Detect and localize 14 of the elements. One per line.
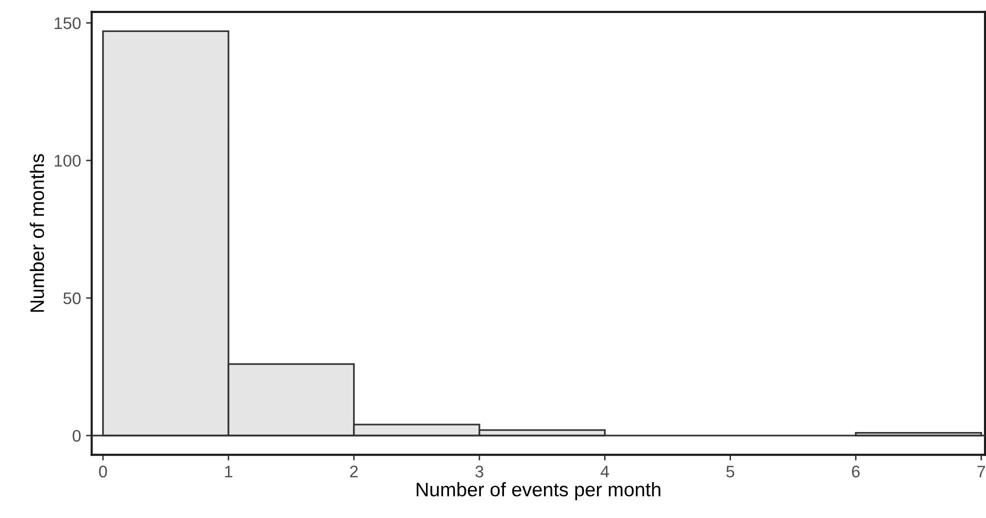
x-tick-label: 5: [726, 466, 734, 478]
y-tick-label: 150: [54, 17, 81, 30]
y-tick-label: 50: [63, 292, 81, 304]
x-tick-label: 3: [475, 466, 484, 478]
x-tick-label: 4: [600, 466, 609, 478]
x-tick-label: 6: [852, 466, 860, 478]
y-tick-label: 100: [54, 154, 81, 167]
x-tick-label: 1: [225, 466, 232, 478]
x-axis-title: Number of events per month: [416, 482, 660, 500]
x-tick-label: 0: [99, 466, 107, 478]
y-tick-label: 0: [72, 430, 81, 442]
x-tick-label: 7: [977, 466, 986, 478]
x-tick-label: 2: [350, 466, 358, 478]
y-axis-title: Number of months: [30, 154, 44, 312]
